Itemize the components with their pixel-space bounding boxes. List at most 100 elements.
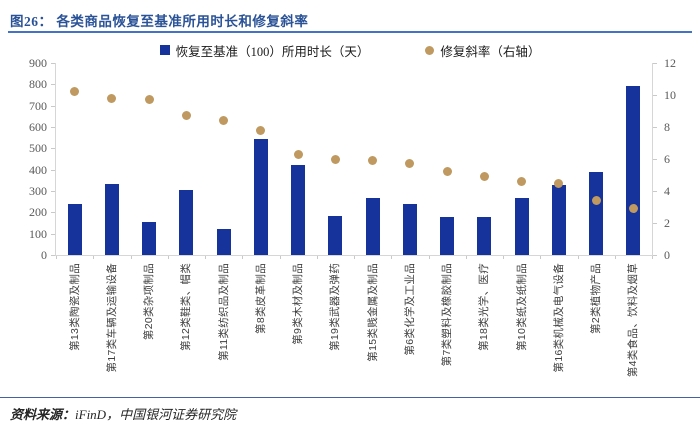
y-axis-right-tick — [653, 223, 657, 224]
y-axis-left-tick-label: 300 — [29, 184, 47, 198]
x-axis-tick — [652, 256, 653, 259]
x-axis-category-label: 第8类皮革制品 — [254, 263, 267, 334]
x-axis-category-label: 第18类光学、医疗 — [478, 263, 491, 351]
y-axis-right-tick-label: 12 — [664, 56, 676, 70]
dot-第13类陶瓷及制品 — [70, 87, 80, 97]
bar-第20类杂项制品 — [142, 221, 157, 255]
figure-title: 图26： 各类商品恢复至基准所用时长和修复斜率 — [10, 14, 309, 29]
y-axis-left-tick-label: 500 — [29, 141, 47, 156]
dot-第4类食品、饮料及烟草 — [628, 204, 638, 214]
bar-第11类纺织品及制品 — [216, 228, 231, 255]
y-axis-left-tick-label: 900 — [29, 56, 47, 70]
y-axis-left-tick — [51, 105, 55, 107]
y-axis-right-tick — [653, 255, 657, 256]
y-axis-left-tick — [51, 169, 55, 171]
source-text: iFinD，中国银河证券研究院 — [75, 407, 237, 422]
y-axis-left-tick — [51, 212, 55, 214]
y-axis-left-tick-label: 800 — [29, 77, 47, 92]
y-axis-right-line — [652, 63, 653, 255]
bar-第2类植物产品 — [589, 172, 604, 255]
dot-第15类贱金属及制品 — [368, 156, 378, 166]
y-axis-right-tick — [653, 95, 657, 96]
x-axis-tick — [577, 256, 579, 259]
x-axis-tick — [242, 256, 244, 259]
dot-series-marker-icon — [425, 45, 435, 55]
y-axis-left-tick — [51, 148, 55, 150]
bar-第6类化学及工业品 — [402, 204, 417, 255]
x-axis-tick — [279, 256, 281, 259]
dot-第16类机械及电气设备 — [554, 178, 564, 188]
bar-第19类武器及弹药 — [328, 215, 343, 255]
dot-第9类木材及制品 — [293, 149, 303, 159]
x-axis-category-label: 第7类塑料及橡胶制品 — [441, 263, 454, 367]
x-axis-tick — [316, 256, 318, 259]
dot-第18类光学、医疗 — [479, 172, 489, 182]
bar-第17类车辆及运输设备 — [104, 183, 119, 255]
x-axis-category-label: 第12类鞋类、帽类 — [180, 263, 193, 351]
bar-第16类机械及电气设备 — [551, 184, 566, 255]
y-axis-left-tick — [51, 63, 55, 64]
y-axis-left-tick-label: 400 — [29, 162, 47, 177]
dot-第12类鞋类、帽类 — [181, 111, 191, 121]
x-axis-tick — [465, 256, 467, 259]
bar-第8类皮革制品 — [253, 138, 268, 255]
y-axis-right-tick-label: 0 — [664, 248, 670, 262]
source-label: 资料来源： — [10, 407, 76, 422]
y-axis-left-tick-label: 700 — [29, 98, 47, 113]
x-axis-category-label: 第4类食品、饮料及烟草 — [627, 263, 640, 378]
bar-第13类陶瓷及制品 — [67, 203, 82, 255]
x-axis-tick — [540, 256, 542, 259]
bar-第7类塑料及橡胶制品 — [440, 217, 455, 255]
y-axis-left-tick-label: 100 — [29, 226, 47, 241]
x-axis-tick — [205, 256, 206, 259]
x-axis-line — [55, 255, 653, 256]
legend-label-bars: 恢复至基准（100）所用时长（天） — [175, 44, 370, 59]
x-axis-category-label: 第17类车辆及运输设备 — [105, 263, 118, 373]
dot-第20类杂项制品 — [144, 95, 154, 105]
combo-chart: 900 800 700 600 500 400 300 200 100 0 12 10 8 6 4 2 0 第13… — [29, 56, 676, 378]
bar-第9类木材及制品 — [291, 165, 306, 255]
x-axis-tick — [391, 256, 393, 259]
legend-item-bars: 恢复至基准（100）所用时长（天） — [159, 41, 370, 60]
legend-item-dots: 修复斜率（右轴） — [425, 41, 540, 60]
x-axis-tick — [354, 256, 355, 259]
x-axis-category-label: 第11类纺织品及制品 — [217, 263, 230, 361]
x-axis-tick — [56, 256, 57, 259]
x-axis-category-label: 第15类贱金属及制品 — [366, 263, 379, 362]
bar-第4类食品、饮料及烟草 — [626, 86, 641, 255]
footer-divider — [0, 397, 700, 398]
dot-第11类纺织品及制品 — [219, 116, 229, 126]
x-axis-tick — [130, 256, 132, 259]
dot-第2类植物产品 — [591, 196, 601, 206]
x-axis-tick — [167, 256, 169, 259]
y-axis-right-tick-label: 6 — [664, 152, 670, 166]
y-axis-left-line — [55, 63, 56, 255]
bar-第15类贱金属及制品 — [365, 198, 380, 255]
dot-第6类化学及工业品 — [405, 159, 415, 169]
x-axis-category-label: 第16类机械及电气设备 — [552, 263, 565, 373]
y-axis-left-tick — [51, 84, 55, 86]
x-axis-tick — [614, 256, 616, 259]
y-axis-right-tick — [653, 127, 657, 128]
y-axis-left-tick — [51, 127, 55, 128]
source-note: 资料来源：iFinD，中国银河证券研究院 — [10, 404, 690, 423]
x-axis-tick — [503, 256, 504, 259]
y-axis-right-tick-label: 4 — [664, 184, 670, 198]
dot-第10类纸及纸制品 — [517, 176, 527, 186]
y-axis-right-tick — [653, 191, 657, 192]
title-divider — [8, 31, 692, 33]
dot-第7类塑料及橡胶制品 — [442, 167, 452, 177]
x-axis-category-label: 第20类杂项制品 — [143, 263, 156, 341]
chart-legend: 恢复至基准（100）所用时长（天） 修复斜率（右轴） — [0, 41, 700, 59]
bar-第18类光学、医疗 — [477, 217, 492, 255]
x-axis-category-label: 第19类武器及弹药 — [329, 263, 342, 351]
y-axis-left-tick — [51, 191, 55, 192]
dot-第17类车辆及运输设备 — [107, 93, 117, 103]
x-axis-category-label: 第10类纸及纸制品 — [515, 263, 528, 351]
x-axis-tick — [93, 256, 95, 259]
dot-第8类皮革制品 — [256, 125, 266, 135]
bar-第10类纸及纸制品 — [514, 198, 529, 255]
y-axis-right-tick-label: 2 — [664, 216, 670, 230]
y-axis-right-tick — [653, 159, 657, 160]
x-axis-tick — [428, 256, 430, 259]
